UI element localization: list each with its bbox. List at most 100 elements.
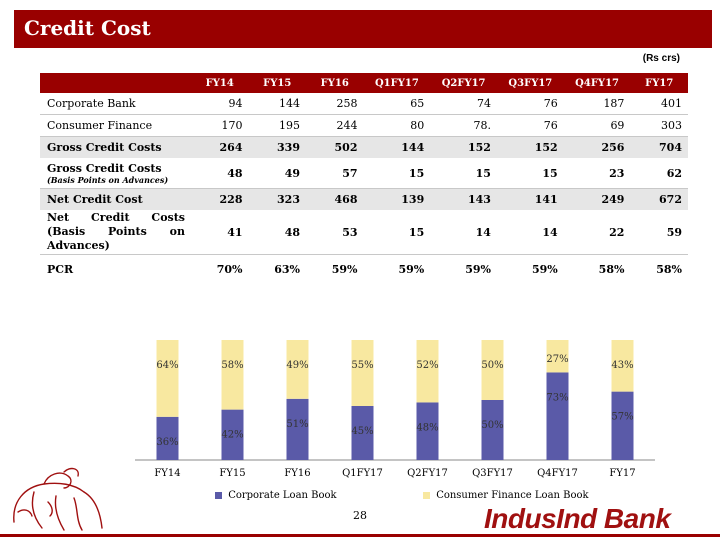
row-label: Gross Credit Costs (Basis Points on Adva…: [40, 158, 191, 189]
table-cell: 15: [363, 158, 431, 189]
table-cell: 704: [630, 136, 688, 158]
bar-consumer: [286, 340, 309, 399]
table-cell: 58%: [598, 262, 625, 276]
table-header-cell: FY16: [306, 73, 364, 93]
table-row: Net Credit Cost 228 323 468 139 143 141 …: [40, 188, 688, 210]
table-cell: 264: [191, 136, 249, 158]
data-label-corporate: 57%: [611, 412, 633, 423]
bar-consumer: [546, 340, 569, 373]
table-cell: 57: [306, 158, 364, 189]
table-cell: 401: [630, 93, 688, 115]
bar-corporate: [221, 409, 244, 460]
table-cell: 48: [248, 210, 306, 255]
row-label: Corporate Bank: [40, 93, 191, 115]
table-header-cell: Q2FY17: [430, 73, 497, 93]
bar-corporate: [416, 402, 439, 460]
table-cell: 502: [306, 136, 364, 158]
table-cell: 249: [563, 188, 631, 210]
row-label: Gross Credit Costs: [40, 136, 191, 158]
x-tick-label: FY15: [219, 468, 245, 479]
table-cell: 143: [430, 188, 497, 210]
table-cell: 195: [248, 114, 306, 137]
table-cell: 41: [191, 210, 249, 255]
data-label-consumer: 27%: [546, 354, 568, 365]
data-label-consumer: 52%: [416, 360, 438, 371]
data-label-corporate: 51%: [286, 419, 308, 430]
bar-consumer: [416, 340, 439, 403]
table-cell: 59%: [531, 262, 558, 276]
bar-corporate: [546, 372, 569, 460]
table-header-cell: FY14: [191, 73, 249, 93]
data-label-corporate: 42%: [221, 430, 243, 441]
table-cell: 65: [363, 93, 431, 115]
brand-logo: IndusInd Bank: [484, 503, 671, 534]
table-cell: 62: [630, 158, 688, 189]
table-cell: 59%: [331, 262, 358, 276]
table-cell: 58%: [656, 262, 682, 276]
table-cell: 69: [563, 114, 631, 137]
data-label-consumer: 55%: [351, 360, 373, 371]
x-tick-label: Q1FY17: [342, 468, 383, 479]
table-cell: 76: [496, 114, 564, 137]
table-cell: 76: [496, 93, 564, 115]
bar-consumer: [611, 340, 634, 392]
units-label: (Rs crs): [642, 53, 680, 64]
table-cell: 22: [563, 210, 631, 255]
table-cell: 170: [191, 114, 249, 137]
table-cell: 70%: [216, 262, 243, 276]
table-row: Net Credit Costs (Basis Points on Advanc…: [40, 210, 688, 255]
table-cell: 323: [248, 188, 306, 210]
table-cell: 74: [430, 93, 497, 115]
data-label-corporate: 36%: [156, 437, 178, 448]
data-label-consumer: 43%: [611, 360, 633, 371]
data-label-consumer: 49%: [286, 360, 308, 371]
table-row: Gross Credit Costs 264 339 502 144 152 1…: [40, 136, 688, 158]
bar-consumer: [481, 340, 504, 400]
credit-cost-table: FY14 FY15 FY16 Q1FY17 Q2FY17 Q3FY17 Q4FY…: [40, 73, 688, 283]
row-label-line: Net Credit Costs: [47, 211, 185, 224]
table-cell: 468: [306, 188, 364, 210]
table-header-cell: Q3FY17: [496, 73, 564, 93]
table-cell: 258: [306, 93, 364, 115]
x-tick-label: FY14: [154, 468, 180, 479]
page-title: Credit Cost: [24, 16, 151, 40]
table-cell: 49: [248, 158, 306, 189]
table-cell: 15: [363, 210, 431, 255]
row-label: PCR: [47, 262, 74, 276]
table-cell: 228: [191, 188, 249, 210]
bar-corporate: [286, 398, 309, 460]
table-cell: 59%: [398, 262, 425, 276]
row-label-line: Advances): [47, 239, 110, 252]
table-cell: 152: [430, 136, 497, 158]
row-label: Net Credit Costs (Basis Points on Advanc…: [40, 210, 191, 255]
data-label-corporate: 48%: [416, 422, 438, 433]
legend-label: Corporate Loan Book: [228, 490, 337, 501]
table-cell: 672: [630, 188, 688, 210]
table-header-cell: Q1FY17: [363, 73, 431, 93]
row-label: Consumer Finance: [40, 114, 191, 137]
table-cell: 23: [563, 158, 631, 189]
x-tick-label: FY16: [284, 468, 310, 479]
bull-logo-icon: [13, 467, 103, 531]
table-cell: 144: [363, 136, 431, 158]
bar-consumer: [221, 340, 244, 410]
table-header-cell: Q4FY17: [563, 73, 631, 93]
data-label-corporate: 45%: [351, 426, 373, 437]
table-cell: 48: [191, 158, 249, 189]
table-cell: 187: [563, 93, 631, 115]
row-label-line: (Basis Points on: [47, 225, 185, 238]
data-label-corporate: 50%: [481, 420, 503, 431]
table-cell: 152: [496, 136, 564, 158]
table-cell: 144: [248, 93, 306, 115]
table-header-row: FY14 FY15 FY16 Q1FY17 Q2FY17 Q3FY17 Q4FY…: [40, 73, 688, 93]
table-row: Consumer Finance 170 195 244 80 78. 76 6…: [40, 114, 688, 137]
page-number: 28: [353, 509, 367, 522]
table-row: Corporate Bank 94 144 258 65 74 76 187 4…: [40, 93, 688, 115]
row-label-main: Gross Credit Costs: [47, 161, 162, 175]
table-cell: 14: [430, 210, 497, 255]
table-cell: 59: [630, 210, 688, 255]
row-label-sub: (Basis Points on Advances): [47, 174, 169, 185]
table-cell: 141: [496, 188, 564, 210]
table-cell: 78.: [430, 114, 497, 137]
table-cell: 339: [248, 136, 306, 158]
